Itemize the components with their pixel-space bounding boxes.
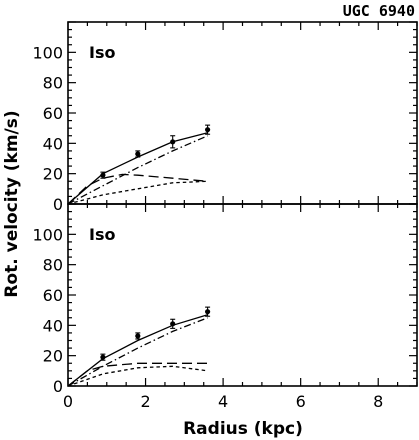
data-point [205,309,211,315]
model-curve-dash-dot [67,317,208,387]
x-tick-label: 2 [140,392,150,411]
y-tick-label: 80 [43,256,63,275]
plot-frame [67,203,418,387]
panel-label: Iso [89,225,115,244]
bottom-panel: 0 20 40 60 80 100 0 2 4 6 8 Iso [32,203,418,411]
y-tick-label: 80 [43,74,63,93]
y-tick-label: 100 [32,43,63,62]
y-tick-label: 60 [43,104,63,123]
data-point [100,172,106,178]
y-tick-label: 20 [43,165,63,184]
data-point [135,333,141,339]
x-tick-label: 6 [296,392,306,411]
y-tick-label: 0 [53,195,63,214]
panel-label: Iso [89,43,115,62]
data-point [205,127,211,133]
x-tick-label: 4 [218,392,228,411]
y-tick-label: 40 [43,316,63,335]
y-tick-label: 40 [43,134,63,153]
x-axis-title: Radius (kpc) [183,419,303,439]
top-panel: 0 20 40 60 80 100 Iso [32,21,418,214]
model-curve-long-dash [67,362,208,387]
x-tick-label: 8 [373,392,383,411]
model-curve-short-dash [67,180,208,205]
y-tick-label: 100 [32,225,63,244]
data-point [170,139,176,145]
y-tick-label: 20 [43,347,63,366]
y-tick-label: 0 [53,377,63,396]
y-tick-label: 60 [43,286,63,305]
data-point [100,354,106,360]
x-tick-label: 0 [63,392,73,411]
y-axis-title: Rot. velocity (km/s) [2,110,22,297]
model-curve-short-dash [67,365,208,387]
model-curve-solid [67,314,208,387]
model-curve-dash-dot [67,135,208,205]
data-point [135,151,141,157]
model-curve-solid [67,132,208,205]
figure-title: UGC 6940 [343,2,415,20]
data-point [170,321,176,327]
model-curve-long-dash [67,173,208,205]
